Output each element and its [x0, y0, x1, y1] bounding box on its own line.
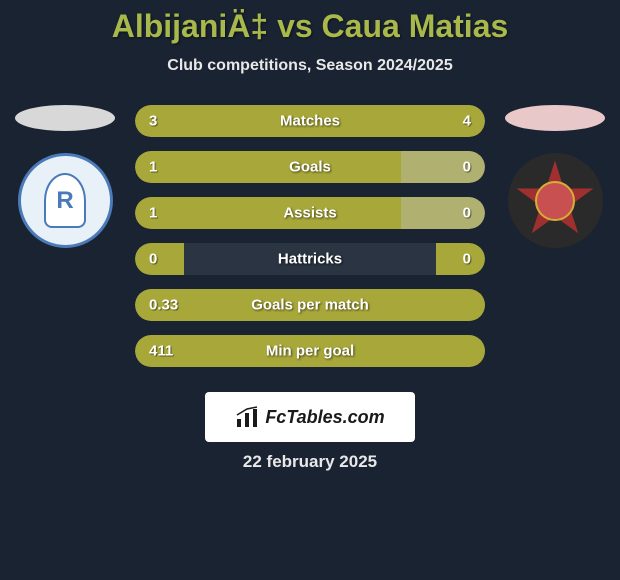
player-right-column: [500, 105, 610, 248]
player-right-head-icon: [505, 105, 605, 131]
brand-text: FcTables.com: [265, 407, 384, 428]
stat-label: Min per goal: [266, 343, 354, 360]
brand-footer: FcTables.com: [205, 392, 415, 442]
stat-label: Matches: [280, 113, 340, 130]
team-left-badge-letter: R: [44, 173, 86, 228]
stat-right-fill: [401, 151, 485, 183]
stat-label: Hattricks: [278, 251, 342, 268]
stat-row: 3 4 Matches: [135, 105, 485, 137]
stat-left-value: 1: [149, 205, 157, 222]
page-subtitle: Club competitions, Season 2024/2025: [0, 57, 620, 75]
stats-bars: 3 4 Matches 1 0 Goals 1 0 Assists 0 0 Hattricks 0.33…: [135, 105, 485, 381]
stat-right-value: 4: [463, 113, 471, 130]
stat-right-fill: [436, 243, 485, 275]
comparison-content: R 3 4 Matches 1 0 Goals 1 0 Assists 0 0 Hattricks 0.…: [0, 105, 620, 395]
stat-row: 411 Min per goal: [135, 335, 485, 367]
player-left-head-icon: [15, 105, 115, 131]
stat-left-fill: [135, 243, 184, 275]
stat-left-value: 411: [149, 343, 173, 360]
stat-right-value: 0: [463, 205, 471, 222]
stat-left-value: 0.33: [149, 297, 178, 314]
stat-left-fill: [135, 197, 401, 229]
stat-left-value: 3: [149, 113, 157, 130]
stat-label: Goals: [289, 159, 331, 176]
date-label: 22 february 2025: [243, 452, 377, 472]
stat-left-value: 1: [149, 159, 157, 176]
stat-label: Goals per match: [251, 297, 369, 314]
stat-row: 1 0 Goals: [135, 151, 485, 183]
stat-row: 1 0 Assists: [135, 197, 485, 229]
stat-right-fill: [401, 197, 485, 229]
team-right-badge: [508, 153, 603, 248]
stat-right-value: 0: [463, 159, 471, 176]
stat-row: 0 0 Hattricks: [135, 243, 485, 275]
team-right-center-icon: [535, 181, 575, 221]
stat-left-fill: [135, 151, 401, 183]
stat-right-value: 0: [463, 251, 471, 268]
team-left-badge: R: [18, 153, 113, 248]
stat-left-value: 0: [149, 251, 157, 268]
player-left-column: R: [10, 105, 120, 248]
page-title: AlbijaniÄ‡ vs Caua Matias: [0, 0, 620, 45]
stat-row: 0.33 Goals per match: [135, 289, 485, 321]
stat-label: Assists: [283, 205, 336, 222]
brand-chart-icon: [235, 405, 259, 429]
